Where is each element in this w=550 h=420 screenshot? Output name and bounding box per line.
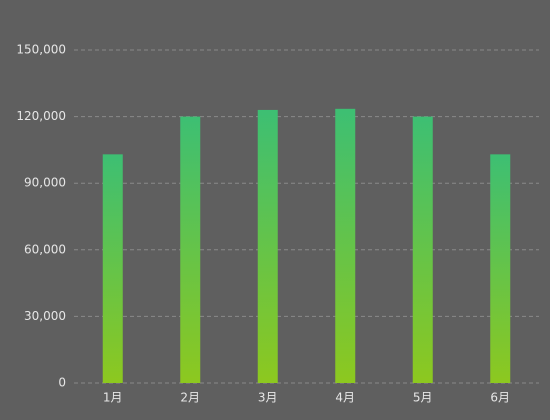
y-tick-label: 0 [58,376,66,390]
bar [490,154,511,383]
x-tick-label: 2月 [180,391,200,405]
bar [102,154,123,383]
y-tick-label: 60,000 [24,242,66,256]
y-tick-label: 90,000 [24,176,66,190]
y-tick-label: 120,000 [16,109,66,123]
bar [335,108,356,383]
x-tick-label: 1月 [103,391,123,405]
bar [257,109,278,383]
x-tick-label: 3月 [258,391,278,405]
x-tick-label: 5月 [413,391,433,405]
x-tick-label: 4月 [335,391,355,405]
bar [412,116,433,383]
bar [180,116,201,383]
x-tick-label: 6月 [490,391,510,405]
y-tick-label: 30,000 [24,309,66,323]
y-tick-label: 150,000 [16,43,66,57]
